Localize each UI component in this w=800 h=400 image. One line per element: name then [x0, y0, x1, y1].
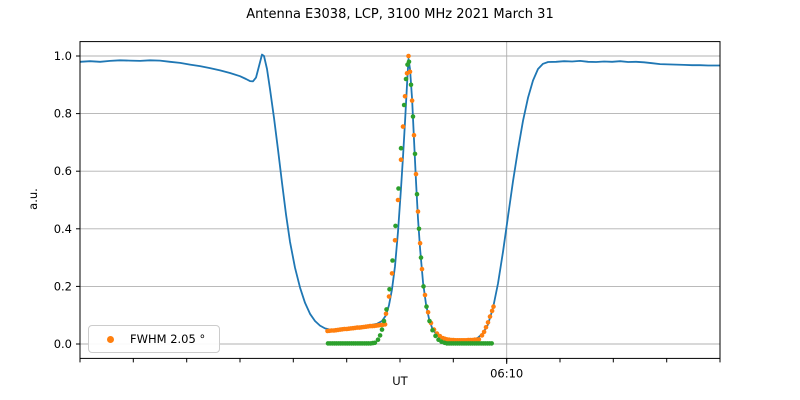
data-point	[415, 209, 421, 214]
data-point	[417, 240, 423, 246]
data-point	[406, 53, 411, 59]
data-point	[410, 114, 416, 119]
data-point	[383, 311, 389, 317]
data-point	[427, 318, 432, 324]
chart-title: Antenna E3038, LCP, 3100 MHz 2021 March …	[246, 7, 554, 22]
legend: FWHM 2.05 °	[88, 325, 221, 353]
axis-ticks	[76, 55, 721, 364]
data-point	[396, 186, 401, 191]
data-point	[398, 157, 404, 162]
data-point	[408, 82, 414, 88]
x-axis-label: UT	[392, 374, 408, 388]
data-point	[430, 327, 435, 333]
data-point	[433, 333, 438, 339]
data-point	[381, 318, 387, 324]
data-point	[398, 145, 404, 151]
data-point	[400, 124, 406, 129]
legend-label: FWHM 2.05 °	[130, 332, 206, 346]
data-point	[395, 197, 401, 203]
data-point	[483, 325, 489, 330]
y-tick-label: 0.6	[54, 164, 72, 178]
y-tick-label: 1.0	[54, 49, 72, 63]
data-point	[390, 258, 395, 263]
data-point	[418, 255, 424, 260]
data-point	[419, 266, 425, 272]
data-point	[377, 333, 383, 338]
green-points	[325, 59, 495, 346]
data-point	[393, 223, 398, 229]
data-point	[422, 292, 428, 298]
y-tick-label: 0.8	[54, 107, 72, 121]
data-point	[489, 341, 495, 346]
y-tick-label: 0.0	[54, 337, 72, 351]
data-point	[392, 238, 398, 243]
data-point	[403, 76, 409, 82]
data-point	[414, 191, 420, 197]
data-point	[384, 307, 389, 312]
data-point	[409, 98, 415, 103]
data-point	[375, 337, 381, 343]
data-point	[489, 308, 495, 314]
data-point	[401, 102, 407, 108]
data-point	[389, 271, 395, 276]
orange-points	[325, 53, 496, 343]
data-point	[425, 310, 431, 315]
data-point	[416, 226, 422, 232]
data-point	[406, 59, 412, 65]
blue-line	[79, 53, 720, 342]
data-point	[387, 287, 392, 292]
grid-lines	[80, 41, 720, 359]
x-tick-label: 06:10	[490, 366, 523, 380]
data-point	[379, 327, 385, 332]
y-tick-label: 0.4	[54, 222, 72, 236]
data-point	[421, 284, 426, 289]
data-point	[412, 151, 418, 157]
data-point	[411, 132, 417, 138]
data-point	[491, 304, 496, 309]
data-point	[485, 320, 491, 325]
tick-labels: 0.0 0.2 0.4 0.6 0.8 1.0 06:10	[54, 49, 524, 380]
data-point	[424, 304, 429, 309]
y-tick-label: 0.2	[54, 279, 72, 293]
data-point	[487, 314, 493, 319]
data-point	[386, 294, 392, 299]
data-point	[479, 333, 485, 338]
data-point	[476, 337, 482, 342]
data-point	[407, 69, 413, 75]
data-point	[372, 340, 378, 346]
data-point	[402, 94, 408, 99]
data-point	[413, 171, 419, 177]
legend-marker-dot	[107, 335, 114, 343]
data-point	[481, 329, 487, 335]
